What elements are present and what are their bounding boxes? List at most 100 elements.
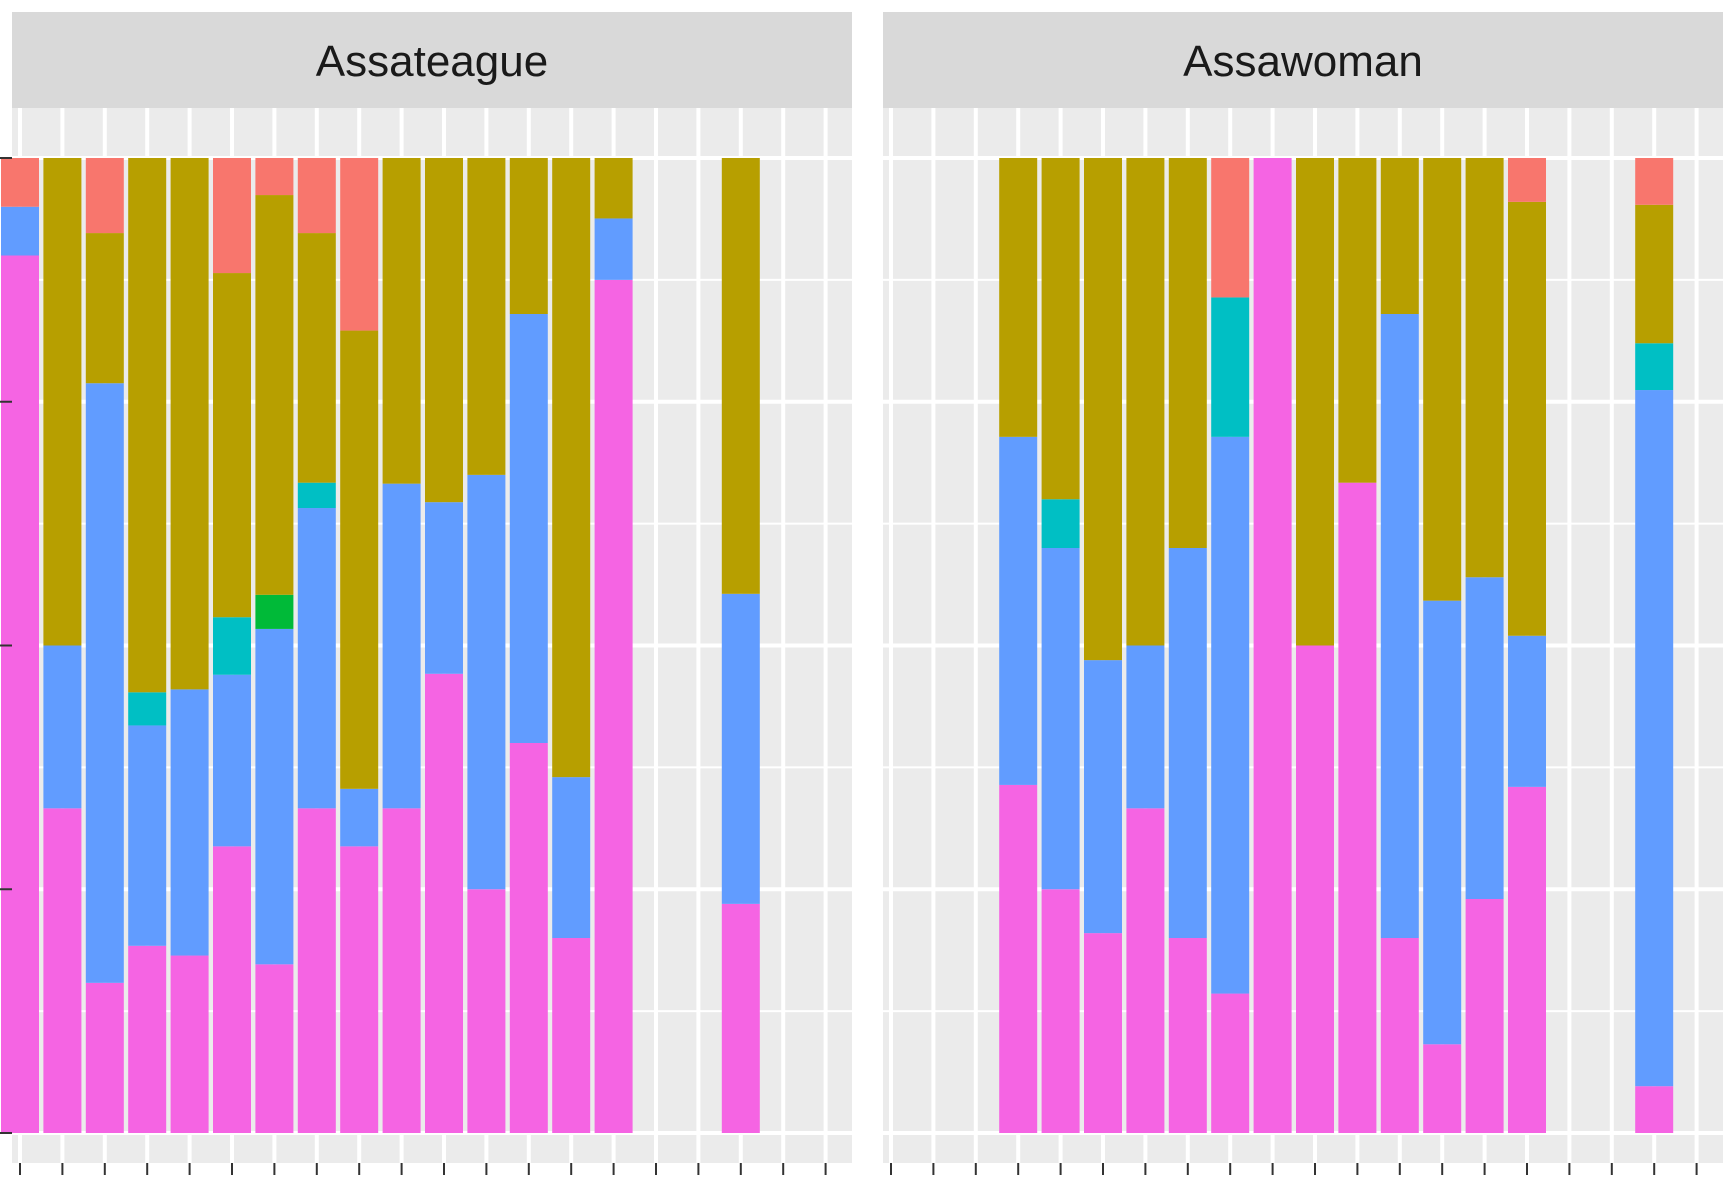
- bar-segment-olive: [43, 158, 82, 646]
- bar-segment-blue: [1168, 548, 1207, 938]
- bar-segment-magenta: [1635, 1086, 1674, 1133]
- facet-panel-2: Assawoman: [883, 12, 1723, 1175]
- bar-segment-olive: [1296, 158, 1334, 646]
- stacked-bar: [467, 158, 506, 1133]
- bar-segment-red: [1508, 158, 1546, 202]
- stacked-bar: [1296, 158, 1334, 1133]
- bar-segment-blue: [1, 206, 39, 256]
- bar-segment-olive: [1338, 158, 1377, 483]
- bar-segment-blue: [213, 674, 251, 847]
- bar-segment-blue: [999, 436, 1038, 785]
- stacked-bar: [1423, 158, 1462, 1133]
- bar-segment-red: [1211, 158, 1250, 298]
- bar-segment-magenta: [721, 903, 760, 1133]
- bar-segment-magenta: [467, 889, 506, 1133]
- bar-segment-olive: [999, 158, 1038, 437]
- stacked-bar: [1126, 158, 1165, 1133]
- bar-segment-olive: [1423, 158, 1462, 601]
- stacked-bar: [128, 158, 167, 1133]
- stacked-bar: [425, 158, 463, 1133]
- bar-segment-blue: [594, 218, 633, 280]
- stacked-bar: [552, 158, 591, 1133]
- facet-strip: [883, 12, 1723, 108]
- bar-segment-cyan: [213, 617, 251, 675]
- bar-segment-blue: [255, 628, 294, 965]
- bar-segment-magenta: [85, 982, 124, 1133]
- bar-segment-olive: [297, 233, 336, 483]
- bar-segment-blue: [170, 689, 209, 956]
- bar-segment-cyan: [128, 692, 167, 726]
- bar-segment-blue: [1635, 390, 1674, 1087]
- bar-segment-olive: [594, 158, 633, 219]
- stacked-bar: [1635, 158, 1674, 1133]
- bar-segment-blue: [467, 474, 506, 890]
- bar-segment-magenta: [1253, 158, 1292, 1133]
- bar-segment-magenta: [509, 743, 548, 1133]
- stacked-bar: [43, 158, 82, 1133]
- bar-segment-magenta: [340, 846, 379, 1133]
- facet-strip: [12, 12, 852, 108]
- bar-segment-olive: [467, 158, 506, 475]
- bar-segment-olive: [213, 273, 251, 618]
- stacked-bar: [170, 158, 209, 1133]
- bar-segment-magenta: [1423, 1044, 1462, 1133]
- bar-segment-red: [85, 158, 124, 234]
- bar-segment-olive: [1126, 158, 1165, 646]
- bar-segment-cyan: [297, 482, 336, 509]
- stacked-bar: [721, 158, 760, 1133]
- stacked-bar: [340, 158, 379, 1133]
- stacked-bar: [1380, 158, 1419, 1133]
- bar-segment-blue: [552, 777, 591, 938]
- bar-segment-olive: [1084, 158, 1122, 661]
- bar-segment-magenta: [1380, 938, 1419, 1133]
- bar-segment-blue: [128, 725, 167, 946]
- bar-segment-magenta: [1338, 482, 1377, 1133]
- bar-segment-magenta: [1126, 808, 1165, 1133]
- bar-segment-blue: [1126, 645, 1165, 809]
- bar-segment-red: [255, 158, 294, 196]
- bar-segment-olive: [1635, 204, 1674, 344]
- stacked-bar: [999, 158, 1038, 1133]
- bar-segment-blue: [1084, 660, 1122, 934]
- bar-segment-olive: [170, 158, 209, 690]
- bar-segment-olive: [340, 330, 379, 789]
- stacked-bar: [382, 158, 421, 1133]
- stacked-bar: [1211, 158, 1250, 1133]
- bar-segment-cyan: [1041, 499, 1080, 548]
- bar-segment-olive: [721, 158, 760, 594]
- bar-segment-magenta: [594, 279, 633, 1133]
- bar-segment-magenta: [1508, 786, 1546, 1133]
- bar-segment-magenta: [1084, 933, 1122, 1133]
- bar-segment-magenta: [382, 808, 421, 1133]
- bar-segment-olive: [1168, 158, 1207, 548]
- bar-segment-red: [340, 158, 379, 331]
- bar-segment-olive: [255, 195, 294, 595]
- bar-segment-red: [297, 158, 336, 234]
- bar-segment-blue: [425, 502, 463, 674]
- bar-segment-olive: [1041, 158, 1080, 500]
- stacked-bar: [1253, 158, 1292, 1133]
- stacked-bar: [1465, 158, 1504, 1133]
- stacked-bar: [255, 158, 294, 1133]
- bar-segment-blue: [297, 508, 336, 809]
- facet-title: Assawoman: [1183, 37, 1423, 86]
- stacked-bar: [297, 158, 336, 1133]
- bar-segment-olive: [509, 158, 548, 314]
- bar-segment-blue: [1508, 635, 1546, 787]
- bar-segment-magenta: [1465, 899, 1504, 1133]
- bar-segment-magenta: [43, 808, 82, 1133]
- bar-segment-blue: [382, 483, 421, 809]
- bar-segment-olive: [1380, 158, 1419, 314]
- bar-segment-blue: [721, 593, 760, 904]
- bar-segment-magenta: [425, 673, 463, 1133]
- panels-layer: Assateague Assawoman: [1, 12, 1723, 1175]
- bar-segment-magenta: [1041, 889, 1080, 1133]
- stacked-bar: [1508, 158, 1546, 1133]
- bar-segment-blue: [1041, 548, 1080, 890]
- bar-segment-blue: [1211, 436, 1250, 994]
- bar-segment-blue: [509, 314, 548, 743]
- stacked-bar: [213, 158, 251, 1133]
- bar-segment-blue: [340, 788, 379, 847]
- bar-segment-magenta: [1168, 938, 1207, 1133]
